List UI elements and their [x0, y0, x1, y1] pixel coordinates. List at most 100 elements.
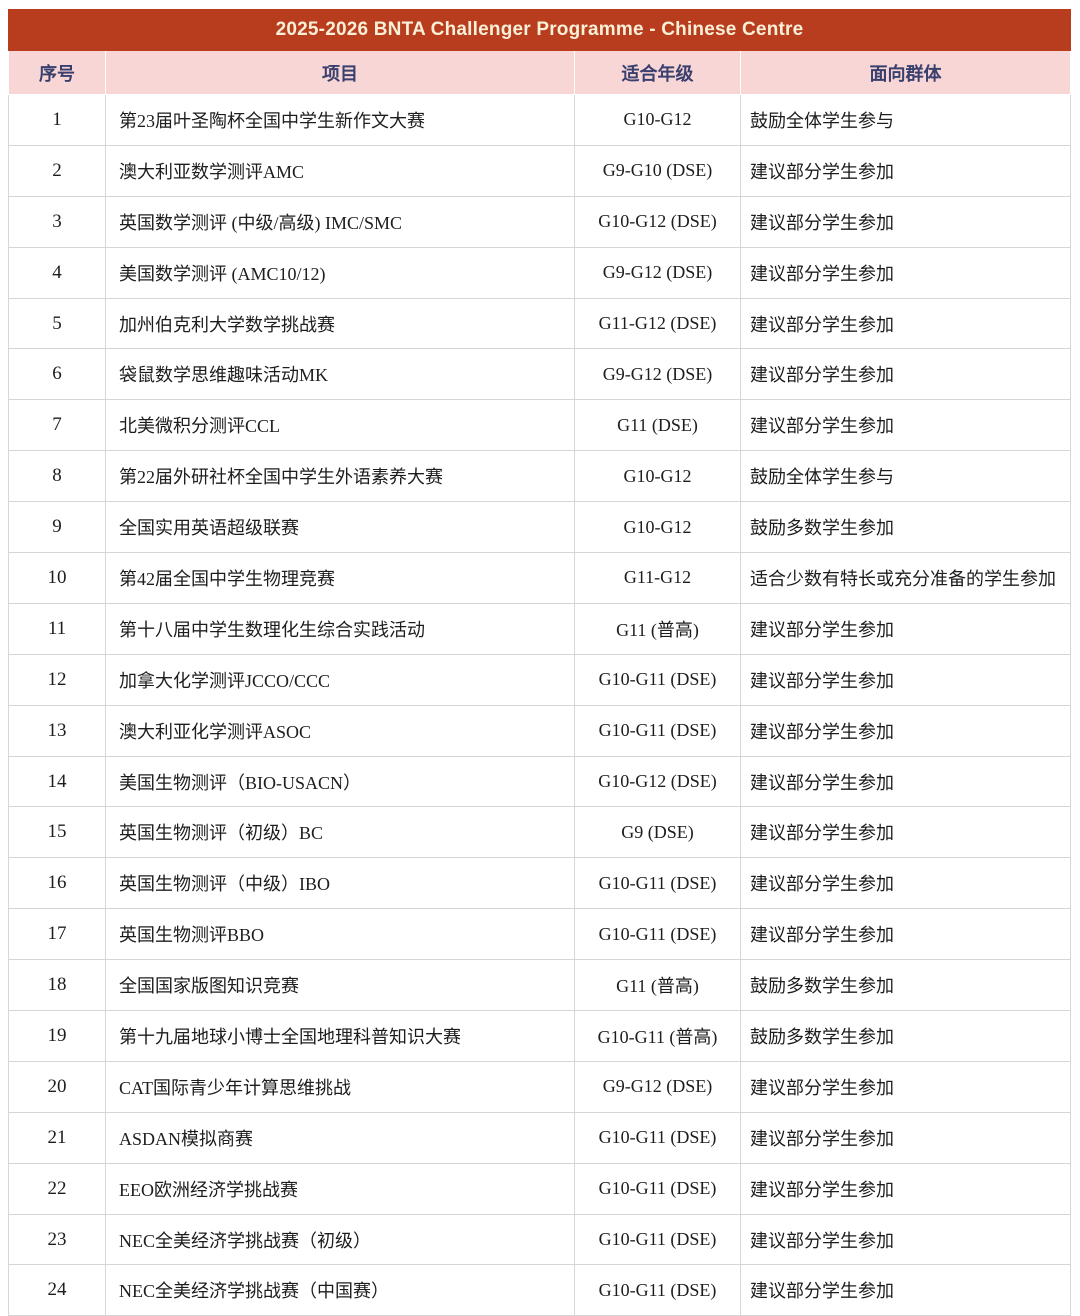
row-number-cell: 11 [8, 602, 106, 655]
target-group-cell: 建议部分学生参加 [740, 399, 1071, 452]
project-name-cell: 澳大利亚数学测评AMC [105, 144, 575, 197]
project-name-cell: 美国生物测评（BIO-USACN） [105, 755, 575, 808]
title-row: 2025-2026 BNTA Challenger Programme - Ch… [8, 9, 1071, 51]
target-group-cell: 建议部分学生参加 [740, 297, 1071, 350]
target-group-cell: 建议部分学生参加 [740, 857, 1071, 910]
project-name-cell: 袋鼠数学思维趣味活动MK [105, 348, 575, 401]
row-number-cell: 18 [8, 959, 106, 1012]
table-row: 1 第23届叶圣陶杯全国中学生新作文大赛 G10-G12 鼓励全体学生参与 [8, 94, 1071, 146]
row-number-cell: 2 [8, 144, 106, 197]
row-number-cell: 4 [8, 246, 106, 299]
grade-range-cell: G10-G11 (DSE) [574, 1111, 741, 1164]
row-number-cell: 3 [8, 195, 106, 248]
target-group-cell: 建议部分学生参加 [740, 1111, 1071, 1164]
table-row: 21 ASDAN模拟商赛 G10-G11 (DSE) 建议部分学生参加 [8, 1111, 1071, 1164]
project-name-cell: 加州伯克利大学数学挑战赛 [105, 297, 575, 350]
grade-range-cell: G10-G12 [574, 450, 741, 503]
target-group-cell: 建议部分学生参加 [740, 602, 1071, 655]
project-name-cell: 全国实用英语超级联赛 [105, 501, 575, 554]
table-row: 12 加拿大化学测评JCCO/CCC G10-G11 (DSE) 建议部分学生参… [8, 653, 1071, 706]
page: 2025-2026 BNTA Challenger Programme - Ch… [8, 9, 1071, 1316]
row-number-cell: 7 [8, 399, 106, 452]
table-row: 5 加州伯克利大学数学挑战赛 G11-G12 (DSE) 建议部分学生参加 [8, 297, 1071, 350]
row-number-cell: 13 [8, 704, 106, 757]
target-group-cell: 建议部分学生参加 [740, 348, 1071, 401]
column-header-no: 序号 [8, 50, 106, 95]
target-group-cell: 鼓励全体学生参与 [740, 94, 1071, 146]
project-name-cell: 第十八届中学生数理化生综合实践活动 [105, 602, 575, 655]
row-number-cell: 12 [8, 653, 106, 706]
table-row: 6 袋鼠数学思维趣味活动MK G9-G12 (DSE) 建议部分学生参加 [8, 348, 1071, 401]
row-number-cell: 10 [8, 552, 106, 604]
project-name-cell: 英国数学测评 (中级/高级) IMC/SMC [105, 195, 575, 248]
target-group-cell: 建议部分学生参加 [740, 1264, 1071, 1316]
project-name-cell: 澳大利亚化学测评ASOC [105, 704, 575, 757]
table-row: 24 NEC全美经济学挑战赛（中国赛） G10-G11 (DSE) 建议部分学生… [8, 1264, 1071, 1316]
row-number-cell: 5 [8, 297, 106, 350]
table-row: 20 CAT国际青少年计算思维挑战 G9-G12 (DSE) 建议部分学生参加 [8, 1060, 1071, 1113]
target-group-cell: 建议部分学生参加 [740, 144, 1071, 197]
project-name-cell: CAT国际青少年计算思维挑战 [105, 1060, 575, 1113]
row-number-cell: 1 [8, 94, 106, 146]
row-number-cell: 19 [8, 1010, 106, 1062]
row-number-cell: 9 [8, 501, 106, 554]
table-row: 19 第十九届地球小博士全国地理科普知识大赛 G10-G11 (普高) 鼓励多数… [8, 1010, 1071, 1062]
grade-range-cell: G9-G10 (DSE) [574, 144, 741, 197]
project-name-cell: 北美微积分测评CCL [105, 399, 575, 452]
table-row: 15 英国生物测评（初级）BC G9 (DSE) 建议部分学生参加 [8, 806, 1071, 859]
target-group-cell: 建议部分学生参加 [740, 1162, 1071, 1215]
grade-range-cell: G10-G12 (DSE) [574, 195, 741, 248]
grade-range-cell: G9-G12 (DSE) [574, 1060, 741, 1113]
row-number-cell: 15 [8, 806, 106, 859]
grade-range-cell: G10-G11 (DSE) [574, 704, 741, 757]
target-group-cell: 鼓励多数学生参加 [740, 959, 1071, 1012]
table-row: 9 全国实用英语超级联赛 G10-G12 鼓励多数学生参加 [8, 501, 1071, 554]
column-header-project: 项目 [105, 50, 575, 95]
target-group-cell: 鼓励多数学生参加 [740, 1010, 1071, 1062]
column-header-row: 序号 项目 适合年级 面向群体 [8, 50, 1071, 95]
target-group-cell: 建议部分学生参加 [740, 908, 1071, 961]
grade-range-cell: G10-G11 (DSE) [574, 653, 741, 706]
project-name-cell: 英国生物测评（初级）BC [105, 806, 575, 859]
table-row: 16 英国生物测评（中级）IBO G10-G11 (DSE) 建议部分学生参加 [8, 857, 1071, 910]
target-group-cell: 鼓励全体学生参与 [740, 450, 1071, 503]
grade-range-cell: G11 (普高) [574, 602, 741, 655]
table-row: 23 NEC全美经济学挑战赛（初级） G10-G11 (DSE) 建议部分学生参… [8, 1213, 1071, 1266]
row-number-cell: 20 [8, 1060, 106, 1113]
row-number-cell: 14 [8, 755, 106, 808]
target-group-cell: 适合少数有特长或充分准备的学生参加 [740, 552, 1071, 604]
row-number-cell: 23 [8, 1213, 106, 1266]
grade-range-cell: G10-G11 (DSE) [574, 1162, 741, 1215]
table-row: 7 北美微积分测评CCL G11 (DSE) 建议部分学生参加 [8, 399, 1071, 452]
project-name-cell: EEO欧洲经济学挑战赛 [105, 1162, 575, 1215]
project-name-cell: 第42届全国中学生物理竞赛 [105, 552, 575, 604]
project-name-cell: NEC全美经济学挑战赛（初级） [105, 1213, 575, 1266]
target-group-cell: 鼓励多数学生参加 [740, 501, 1071, 554]
target-group-cell: 建议部分学生参加 [740, 1213, 1071, 1266]
row-number-cell: 17 [8, 908, 106, 961]
column-header-group: 面向群体 [740, 50, 1071, 95]
grade-range-cell: G9-G12 (DSE) [574, 348, 741, 401]
project-name-cell: 第十九届地球小博士全国地理科普知识大赛 [105, 1010, 575, 1062]
project-name-cell: 加拿大化学测评JCCO/CCC [105, 653, 575, 706]
target-group-cell: 建议部分学生参加 [740, 246, 1071, 299]
row-number-cell: 8 [8, 450, 106, 503]
grade-range-cell: G10-G11 (DSE) [574, 857, 741, 910]
grade-range-cell: G10-G11 (DSE) [574, 1264, 741, 1316]
grade-range-cell: G10-G11 (普高) [574, 1010, 741, 1062]
project-name-cell: 第22届外研社杯全国中学生外语素养大赛 [105, 450, 575, 503]
grade-range-cell: G10-G12 [574, 501, 741, 554]
target-group-cell: 建议部分学生参加 [740, 195, 1071, 248]
target-group-cell: 建议部分学生参加 [740, 704, 1071, 757]
table-row: 2 澳大利亚数学测评AMC G9-G10 (DSE) 建议部分学生参加 [8, 144, 1071, 197]
grade-range-cell: G9 (DSE) [574, 806, 741, 859]
row-number-cell: 16 [8, 857, 106, 910]
project-name-cell: NEC全美经济学挑战赛（中国赛） [105, 1264, 575, 1316]
project-name-cell: 美国数学测评 (AMC10/12) [105, 246, 575, 299]
table-row: 11 第十八届中学生数理化生综合实践活动 G11 (普高) 建议部分学生参加 [8, 602, 1071, 655]
column-header-grade: 适合年级 [574, 50, 741, 95]
grade-range-cell: G9-G12 (DSE) [574, 246, 741, 299]
target-group-cell: 建议部分学生参加 [740, 653, 1071, 706]
row-number-cell: 22 [8, 1162, 106, 1215]
target-group-cell: 建议部分学生参加 [740, 806, 1071, 859]
